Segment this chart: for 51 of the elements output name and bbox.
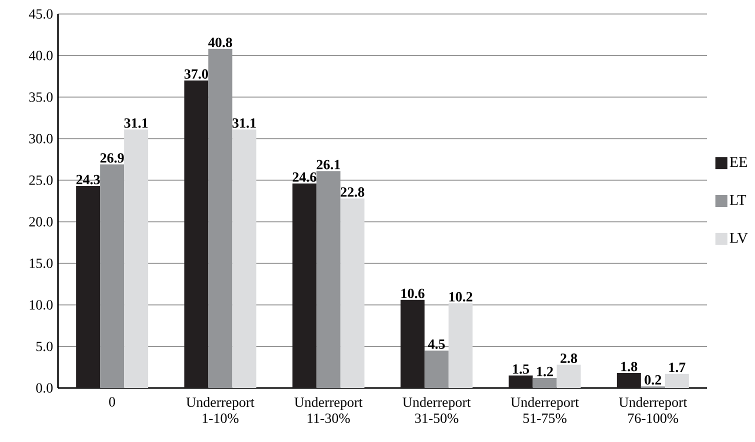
bar xyxy=(664,374,689,388)
bar xyxy=(508,376,533,388)
y-tick-label: 15.0 xyxy=(30,258,53,268)
legend-label: EE xyxy=(730,157,747,167)
bar xyxy=(556,364,581,388)
data-label: 37.0 xyxy=(184,69,208,79)
y-tick-label: 0.0 xyxy=(36,383,53,393)
data-label: 26.9 xyxy=(100,153,124,163)
bar xyxy=(616,373,641,388)
y-tick-label: 35.0 xyxy=(29,92,53,102)
data-label: 10.2 xyxy=(449,292,472,302)
bar xyxy=(400,300,425,388)
data-label: 1.7 xyxy=(669,362,686,372)
y-tick-label: 5.0 xyxy=(36,342,53,352)
bar xyxy=(124,130,148,388)
x-tick-label: Underreport 31-50% xyxy=(402,397,471,424)
legend-label: LT xyxy=(730,195,746,205)
y-tick-label: 45.0 xyxy=(28,9,53,19)
x-tick-label: Underreport 11-30% xyxy=(294,397,363,424)
data-label: 22.8 xyxy=(340,187,364,197)
bar xyxy=(232,130,256,388)
data-label: 4.5 xyxy=(428,339,445,349)
bar xyxy=(184,80,208,388)
x-tick-label: Underreport 1-10% xyxy=(186,397,254,424)
data-label: 40.8 xyxy=(208,38,232,48)
y-tick-label: 40.0 xyxy=(28,50,53,60)
data-label: 31.1 xyxy=(124,118,148,128)
bar xyxy=(448,303,473,388)
y-tick-label: 10.0 xyxy=(30,300,53,310)
bar xyxy=(76,186,100,388)
data-label: 31.1 xyxy=(232,118,256,128)
x-tick-label: 0 xyxy=(109,397,116,407)
data-label: 1.8 xyxy=(621,362,638,372)
bar xyxy=(340,198,364,388)
data-label: 1.2 xyxy=(537,366,553,376)
data-label: 0.2 xyxy=(644,375,662,385)
bar xyxy=(424,350,449,388)
data-label: 2.8 xyxy=(560,354,578,364)
data-label: 24.3 xyxy=(76,174,100,184)
x-tick-label: Underreport 76-100% xyxy=(619,397,688,424)
bar xyxy=(292,184,316,388)
data-label: 24.6 xyxy=(292,172,316,182)
bar xyxy=(532,378,557,388)
data-label: 26.1 xyxy=(316,160,340,170)
y-tick-label: 25.0 xyxy=(29,175,53,185)
data-label: 1.5 xyxy=(513,364,529,374)
x-tick-label: Underreport 51-75% xyxy=(510,397,579,424)
y-tick-label: 30.0 xyxy=(29,134,53,144)
y-tick-label: 20.0 xyxy=(29,217,53,227)
data-label: 10.6 xyxy=(401,288,424,298)
legend-label: LV xyxy=(730,232,748,244)
